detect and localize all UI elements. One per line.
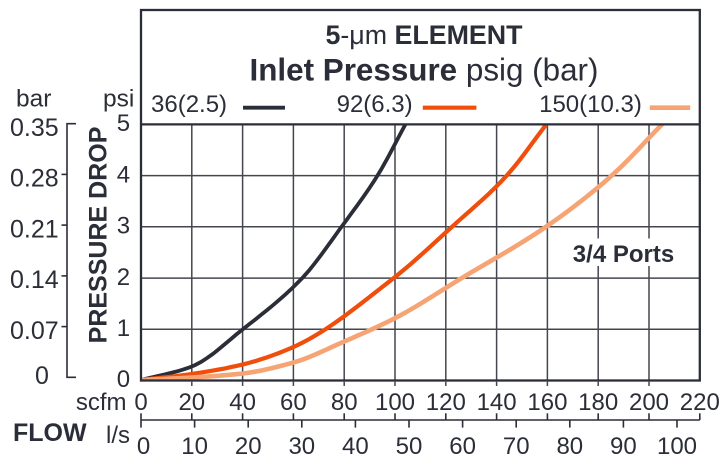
svg-text:Inlet Pressure psig (bar): Inlet Pressure psig (bar) <box>250 52 599 87</box>
svg-text:0.35: 0.35 <box>10 114 59 142</box>
svg-text:30: 30 <box>288 433 315 460</box>
svg-text:80: 80 <box>331 389 358 416</box>
svg-text:0: 0 <box>137 433 150 460</box>
svg-text:20: 20 <box>235 433 262 460</box>
svg-text:20: 20 <box>178 389 205 416</box>
svg-text:220: 220 <box>680 389 720 416</box>
svg-text:40: 40 <box>342 433 369 460</box>
svg-text:5-μm ELEMENT: 5-μm ELEMENT <box>325 20 523 50</box>
svg-text:scfm: scfm <box>76 389 127 416</box>
svg-text:l/s: l/s <box>106 422 130 449</box>
svg-text:2: 2 <box>117 264 130 291</box>
svg-text:10: 10 <box>181 433 208 460</box>
svg-text:PRESSURE DROP: PRESSURE DROP <box>84 127 112 344</box>
svg-text:90: 90 <box>610 433 637 460</box>
svg-text:3: 3 <box>117 213 130 240</box>
svg-text:5: 5 <box>117 110 130 137</box>
svg-text:150(10.3): 150(10.3) <box>539 91 642 118</box>
svg-text:60: 60 <box>449 433 476 460</box>
svg-text:60: 60 <box>280 389 307 416</box>
svg-text:160: 160 <box>527 389 567 416</box>
svg-text:140: 140 <box>477 389 517 416</box>
svg-text:FLOW: FLOW <box>13 419 87 447</box>
svg-text:4: 4 <box>117 161 130 188</box>
svg-text:bar: bar <box>16 86 51 113</box>
svg-text:70: 70 <box>503 433 530 460</box>
svg-text:1: 1 <box>117 315 130 342</box>
svg-text:36(2.5): 36(2.5) <box>151 91 227 118</box>
svg-text:0: 0 <box>117 366 130 393</box>
svg-text:100: 100 <box>657 433 697 460</box>
svg-text:0: 0 <box>35 362 49 390</box>
svg-text:92(6.3): 92(6.3) <box>337 91 413 118</box>
svg-text:180: 180 <box>578 389 618 416</box>
svg-text:200: 200 <box>629 389 669 416</box>
svg-text:50: 50 <box>396 433 423 460</box>
svg-text:120: 120 <box>426 389 466 416</box>
svg-text:80: 80 <box>556 433 583 460</box>
svg-text:3/4 Ports: 3/4 Ports <box>573 241 674 268</box>
svg-text:0.28: 0.28 <box>10 165 59 193</box>
svg-text:40: 40 <box>229 389 256 416</box>
svg-text:0.07: 0.07 <box>10 317 59 345</box>
svg-text:0: 0 <box>134 389 147 416</box>
svg-text:psi: psi <box>103 86 134 113</box>
svg-text:100: 100 <box>375 389 415 416</box>
svg-text:0.14: 0.14 <box>10 266 59 294</box>
svg-text:0.21: 0.21 <box>10 215 59 243</box>
